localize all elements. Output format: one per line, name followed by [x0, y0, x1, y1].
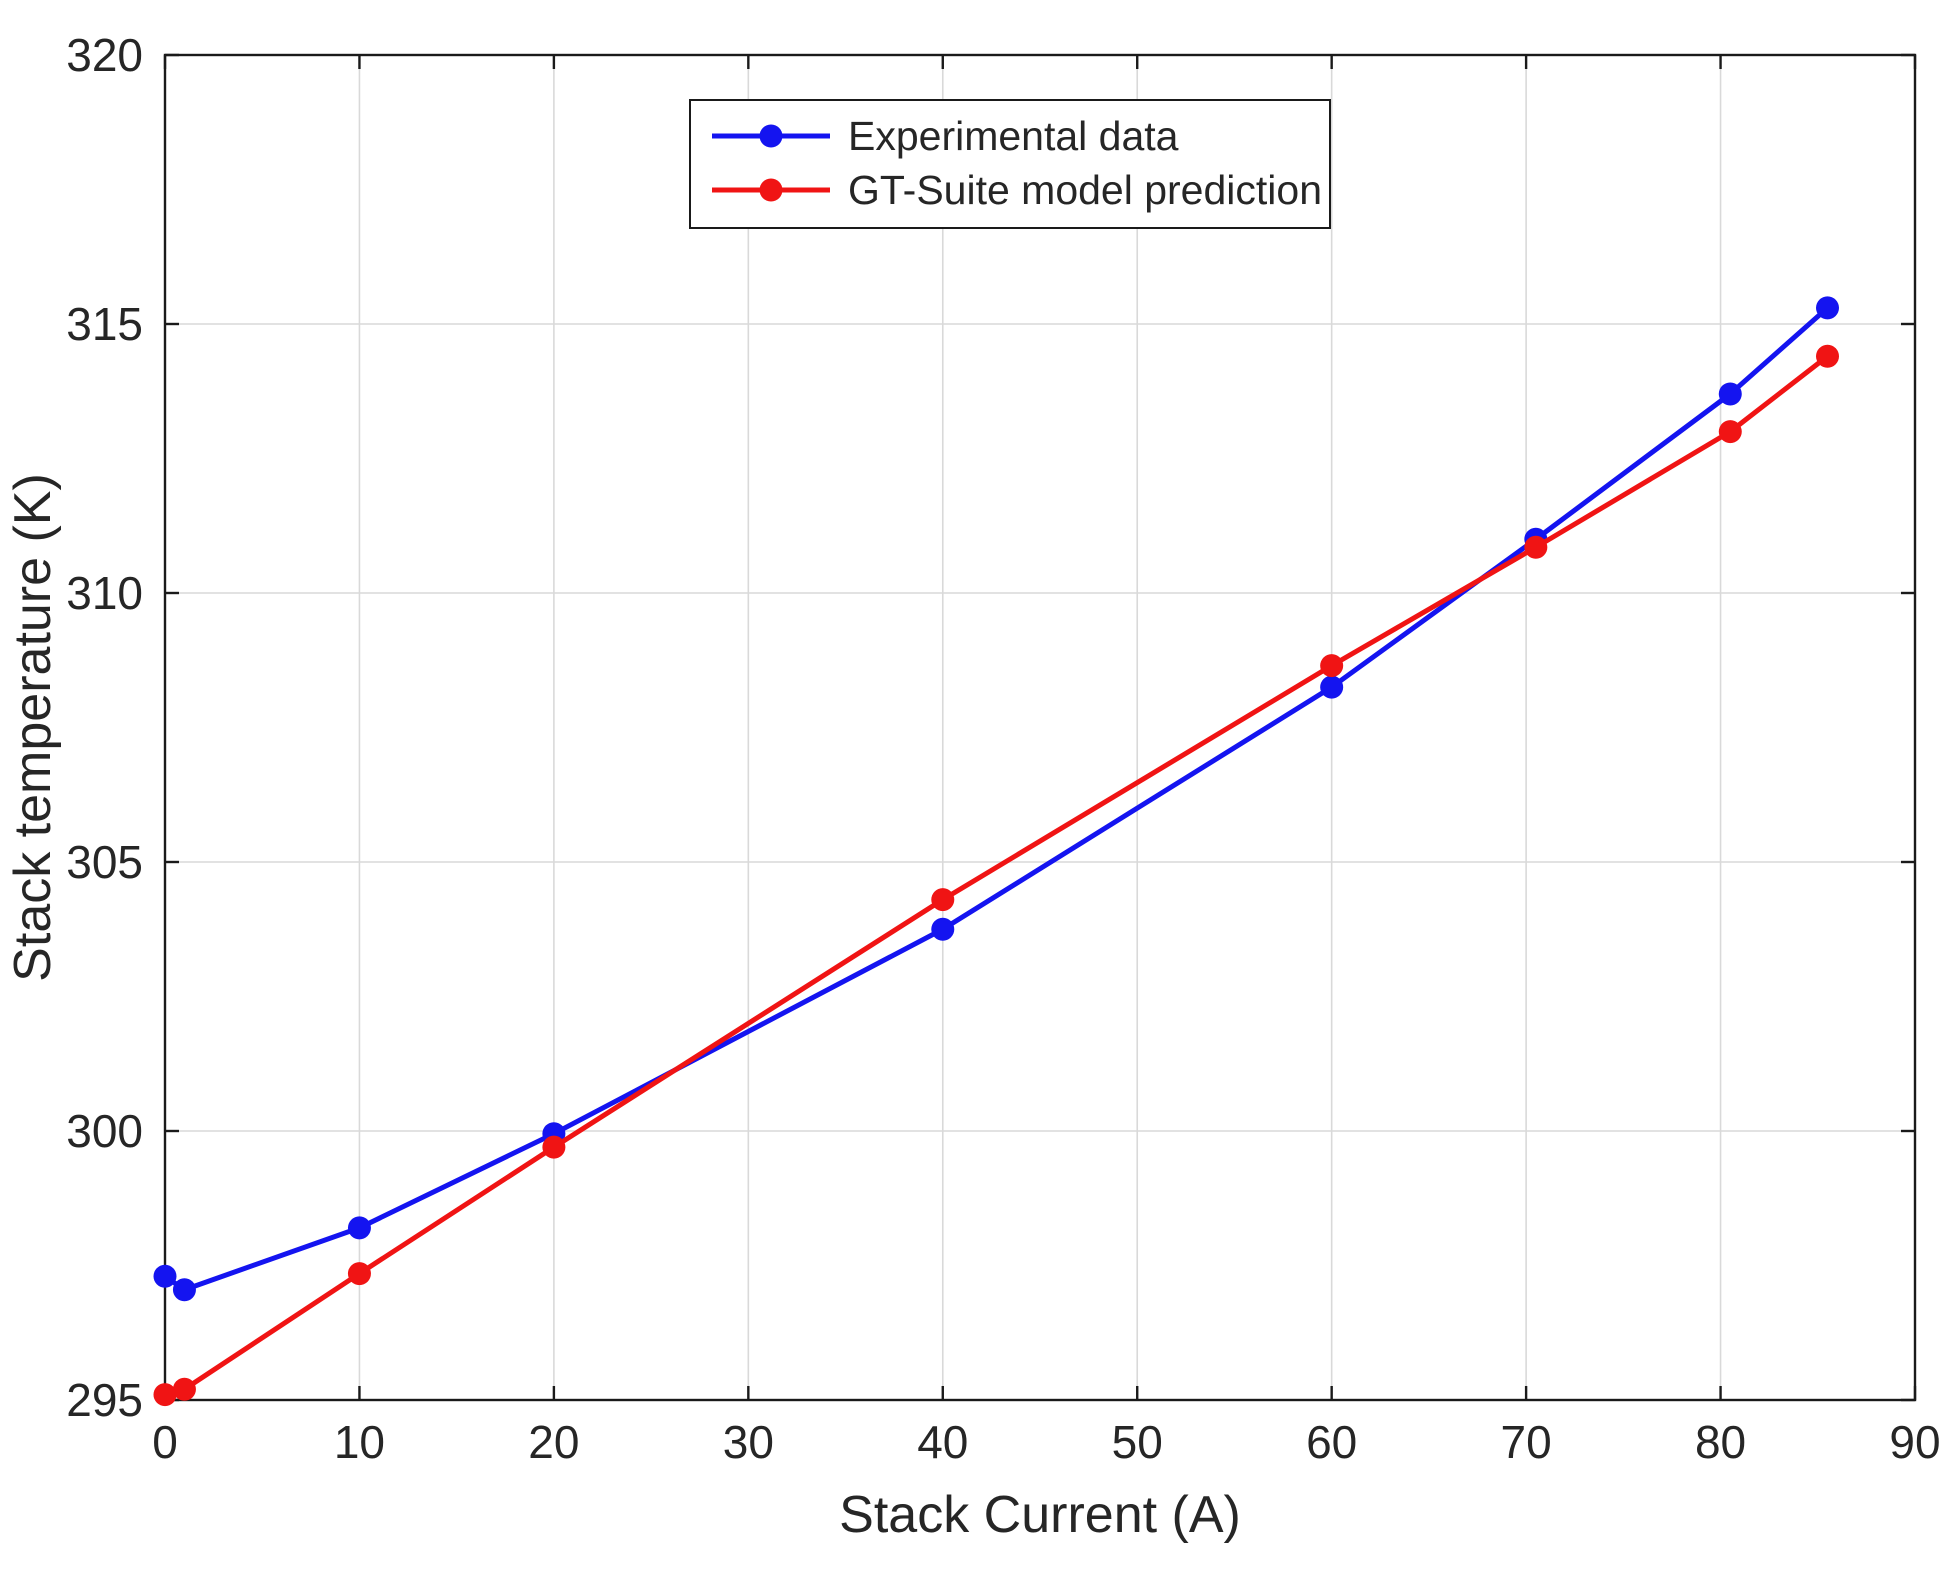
plot-area-border [163, 53, 1917, 1402]
legend-label: GT-Suite model prediction [848, 167, 1322, 213]
y-tick-label: 295 [66, 1374, 143, 1426]
series-marker-0 [172, 1278, 196, 1302]
series-marker-0 [347, 1216, 371, 1240]
series-marker-1 [347, 1262, 371, 1286]
series-marker-1 [1718, 420, 1742, 444]
y-tick-label: 300 [66, 1105, 143, 1157]
y-tick-label: 305 [66, 836, 143, 888]
x-tick-label: 70 [1501, 1416, 1552, 1468]
series-marker-0 [1816, 296, 1839, 320]
series-marker-0 [931, 917, 955, 941]
legend-marker [759, 124, 783, 148]
x-tick-label: 40 [917, 1416, 968, 1468]
x-tick-label: 50 [1112, 1416, 1163, 1468]
series-marker-1 [172, 1377, 196, 1401]
y-tick-label: 315 [66, 298, 143, 350]
series-marker-0 [1718, 382, 1742, 406]
x-tick-label: 20 [528, 1416, 579, 1468]
x-tick-label: 60 [1306, 1416, 1357, 1468]
legend-label: Experimental data [848, 113, 1179, 159]
series-marker-1 [1816, 344, 1839, 368]
series-marker-0 [153, 1264, 177, 1288]
y-tick-label: 320 [66, 29, 143, 81]
series-marker-1 [153, 1383, 177, 1407]
series-marker-0 [1320, 675, 1344, 699]
series-marker-1 [1524, 535, 1548, 559]
y-tick-label: 310 [66, 567, 143, 619]
series-marker-1 [1320, 654, 1344, 678]
legend-marker [759, 178, 783, 202]
y-axis-label: Stack temperature (K) [4, 473, 62, 982]
x-tick-label: 0 [152, 1416, 178, 1468]
series-marker-1 [931, 888, 955, 912]
x-tick-label: 10 [334, 1416, 385, 1468]
x-tick-label: 90 [1889, 1416, 1940, 1468]
x-axis-label: Stack Current (A) [839, 1486, 1241, 1544]
legend-box [689, 99, 1331, 229]
x-tick-label: 30 [723, 1416, 774, 1468]
series-marker-1 [542, 1135, 566, 1159]
x-tick-label: 80 [1695, 1416, 1746, 1468]
